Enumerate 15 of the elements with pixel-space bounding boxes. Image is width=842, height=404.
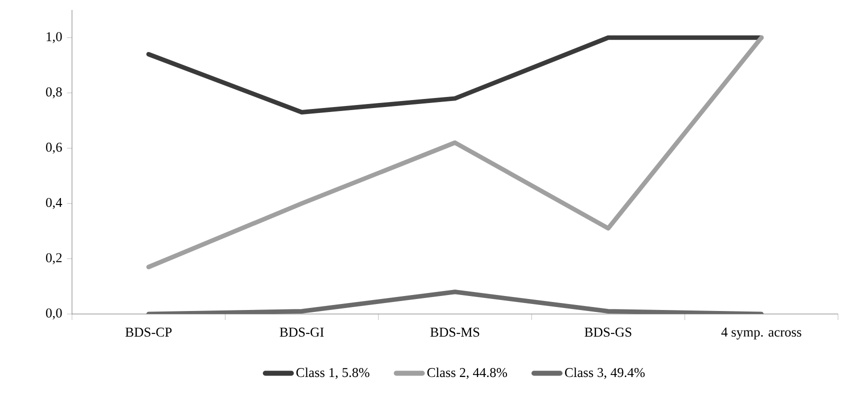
x-tick-label: BDS-CP [125, 328, 172, 337]
line-series [146, 35, 764, 270]
y-tick-label: 0,6 [46, 142, 62, 154]
y-tick-label: 0,0 [46, 308, 62, 320]
legend-label: Class 1, 5.8% [296, 368, 370, 379]
x-tick-label: BDS-GI [280, 328, 324, 337]
y-tick-label: 1,0 [46, 32, 62, 44]
x-tick-label: 4 symp. across [721, 328, 802, 340]
y-tick-label: 0,8 [46, 87, 62, 98]
x-tick-label: BDS-GS [584, 328, 632, 337]
legend-label: Class 3, 49.4% [565, 368, 645, 379]
y-tick-label: 0,4 [46, 198, 62, 209]
legend-label: Class 2, 44.8% [427, 368, 508, 379]
y-tick-label: 0,2 [46, 253, 62, 264]
x-tick-label: BDS-MS [430, 328, 480, 337]
